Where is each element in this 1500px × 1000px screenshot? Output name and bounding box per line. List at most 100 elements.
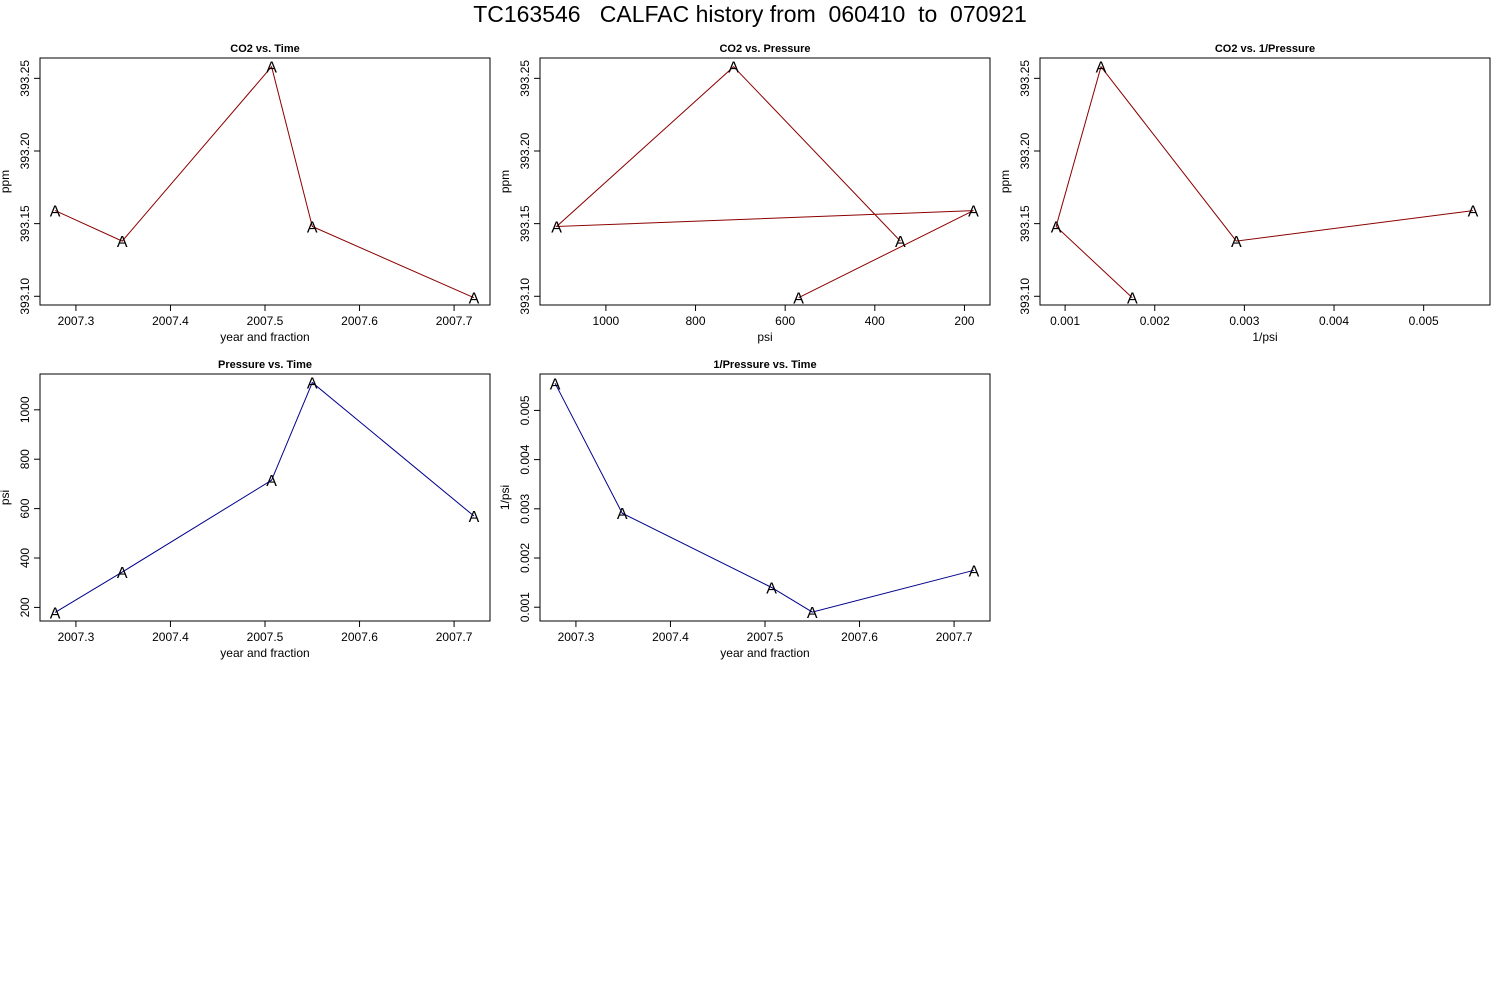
- y-tick-label: 393.15: [1018, 205, 1032, 242]
- x-axis-label: year and fraction: [720, 646, 809, 660]
- y-tick-label: 393.25: [518, 60, 532, 97]
- plot-frame: [539, 57, 991, 306]
- chart-title: CO2 vs. Time: [230, 43, 300, 55]
- chart-title: CO2 vs. 1/Pressure: [1215, 43, 1315, 55]
- data-point-marker: A: [617, 506, 628, 523]
- x-tick-label: 0.004: [1319, 314, 1349, 328]
- series-line: [1055, 65, 1474, 299]
- y-tick-label: 393.15: [18, 205, 32, 242]
- x-axis-label: year and fraction: [220, 330, 309, 344]
- y-tick-label: 393.20: [1018, 132, 1032, 169]
- x-tick-label: 400: [865, 314, 885, 328]
- x-tick-label: 1000: [593, 314, 620, 328]
- chart-inv-pressure-vs-time: 1/Pressure vs. Time 2007.3 2007.4 2007.5 200…: [498, 359, 991, 660]
- x-tick-label: 2007.4: [152, 630, 189, 644]
- data-point-marker: A: [469, 509, 480, 526]
- x-tick-label: 2007.7: [936, 630, 973, 644]
- data-point-marker: A: [550, 376, 561, 393]
- chart-co2-vs-pressure: CO2 vs. Pressure 1000 800 600 400 200 393.10 39…: [498, 43, 991, 344]
- x-axis-label: year and fraction: [220, 646, 309, 660]
- chart-co2-vs-inv-pressure: CO2 vs. 1/Pressure 0.001 0.002 0.003 0.004 0.…: [998, 43, 1491, 344]
- x-tick-label: 600: [775, 314, 795, 328]
- data-point-marker: A: [469, 291, 480, 308]
- plot-frame: [39, 57, 491, 306]
- y-tick-label: 393.10: [518, 278, 532, 315]
- data-point-marker: A: [50, 204, 61, 221]
- x-tick-label: 2007.7: [436, 314, 473, 328]
- y-tick-label: 0.005: [518, 395, 532, 425]
- x-tick-label: 200: [954, 314, 974, 328]
- x-tick-label: 2007.6: [841, 630, 878, 644]
- chart-title: Pressure vs. Time: [218, 359, 312, 371]
- x-tick-label: 0.003: [1229, 314, 1259, 328]
- data-point-marker: A: [807, 605, 818, 622]
- x-tick-label: 2007.7: [436, 630, 473, 644]
- y-tick-label: 0.003: [518, 493, 532, 523]
- x-axis-label: 1/psi: [1252, 330, 1277, 344]
- y-tick-label: 200: [18, 597, 32, 617]
- page-title: TC163546 CALFAC history from 060410 to 0…: [473, 1, 1027, 27]
- data-point-marker: A: [117, 565, 128, 582]
- series-line: [554, 383, 975, 613]
- data-point-marker: A: [1468, 204, 1479, 221]
- data-point-marker: A: [1127, 291, 1138, 308]
- data-point-marker: A: [766, 581, 777, 598]
- data-point-marker: A: [1096, 60, 1107, 77]
- x-tick-label: 2007.4: [652, 630, 689, 644]
- plot-frame: [39, 373, 491, 622]
- y-tick-label: 393.10: [1018, 278, 1032, 315]
- chart-title: CO2 vs. Pressure: [719, 43, 810, 55]
- data-point-marker: A: [968, 204, 979, 221]
- y-tick-label: 393.10: [18, 278, 32, 315]
- data-point-marker: A: [307, 220, 318, 237]
- x-tick-label: 2007.5: [247, 314, 284, 328]
- y-axis-label: 1/psi: [498, 485, 512, 510]
- y-tick-label: 0.001: [518, 592, 532, 622]
- data-point-marker: A: [117, 234, 128, 251]
- series-line: [555, 66, 974, 299]
- y-tick-label: 1000: [18, 396, 32, 423]
- y-tick-label: 393.20: [18, 132, 32, 169]
- y-axis-label: ppm: [998, 170, 1012, 193]
- x-tick-label: 800: [686, 314, 706, 328]
- x-tick-label: 0.002: [1140, 314, 1170, 328]
- x-tick-label: 2007.5: [247, 630, 284, 644]
- x-tick-label: 2007.6: [341, 630, 378, 644]
- data-point-marker: A: [266, 60, 277, 77]
- y-tick-label: 0.002: [518, 543, 532, 573]
- y-tick-label: 800: [18, 449, 32, 469]
- data-point-marker: A: [266, 473, 277, 490]
- x-tick-label: 2007.4: [152, 314, 189, 328]
- y-axis-label: ppm: [0, 170, 12, 193]
- data-point-marker: A: [307, 376, 318, 393]
- chart-co2-vs-time: CO2 vs. Time 2007.3 2007.4 2007.5 2007.6 2007…: [0, 43, 491, 344]
- x-tick-label: 2007.3: [558, 630, 595, 644]
- series-line: [54, 65, 475, 299]
- y-tick-label: 0.004: [518, 444, 532, 474]
- y-axis-label: psi: [0, 490, 12, 505]
- x-tick-label: 0.005: [1409, 314, 1439, 328]
- chart-title: 1/Pressure vs. Time: [713, 359, 816, 371]
- y-tick-label: 393.15: [518, 205, 532, 242]
- data-point-marker: A: [895, 234, 906, 251]
- data-point-marker: A: [1231, 234, 1242, 251]
- x-tick-label: 2007.3: [58, 314, 95, 328]
- y-axis-label: ppm: [498, 170, 512, 193]
- plot-frame: [1039, 57, 1491, 306]
- y-tick-label: 393.25: [1018, 60, 1032, 97]
- y-tick-label: 600: [18, 498, 32, 518]
- y-tick-label: 400: [18, 548, 32, 568]
- y-tick-label: 393.20: [518, 132, 532, 169]
- x-tick-label: 2007.5: [747, 630, 784, 644]
- chart-pressure-vs-time: Pressure vs. Time 2007.3 2007.4 2007.5 2007.…: [0, 359, 491, 660]
- data-point-marker: A: [969, 563, 980, 580]
- data-point-marker: A: [793, 291, 804, 308]
- data-point-marker: A: [50, 605, 61, 622]
- x-tick-label: 2007.6: [341, 314, 378, 328]
- y-tick-label: 393.25: [18, 60, 32, 97]
- x-tick-label: 0.001: [1050, 314, 1080, 328]
- x-tick-label: 2007.3: [58, 630, 95, 644]
- x-axis-label: psi: [757, 330, 772, 344]
- data-point-marker: A: [728, 60, 739, 77]
- data-point-marker: A: [1051, 220, 1062, 237]
